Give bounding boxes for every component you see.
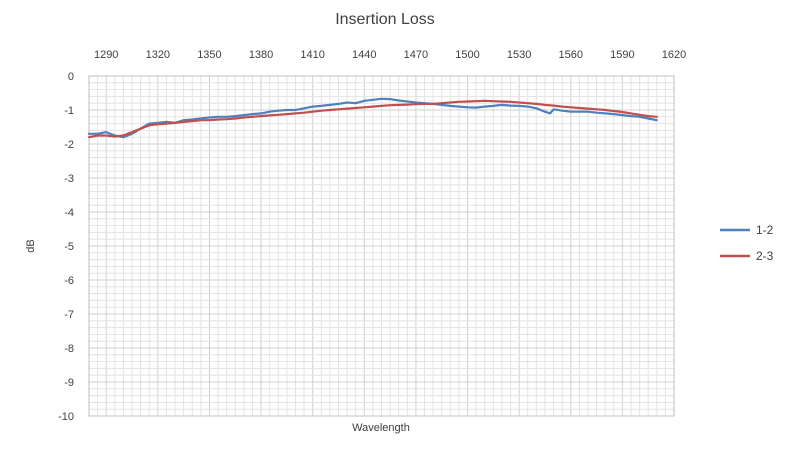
axes: 1290 1320 1350 1380 1410 1440 1470 1500 1530 1560… bbox=[58, 49, 686, 423]
x-tick-label: 1440 bbox=[352, 49, 376, 61]
legend: 1-2 2-3 bbox=[720, 223, 774, 263]
x-tick-label: 1560 bbox=[559, 49, 583, 61]
x-tick-label: 1590 bbox=[610, 49, 634, 61]
series-lines bbox=[87, 97, 658, 139]
y-tick-label: -6 bbox=[64, 275, 74, 287]
y-tick-label: -9 bbox=[64, 377, 74, 389]
y-tick-label: -4 bbox=[64, 207, 74, 219]
x-tick-label: 1350 bbox=[197, 49, 221, 61]
x-tick-label: 1500 bbox=[455, 49, 479, 61]
y-tick-label: -10 bbox=[58, 411, 74, 423]
x-tick-label: 1470 bbox=[404, 49, 428, 61]
legend-label-1-2: 1-2 bbox=[756, 223, 774, 237]
y-tick-label: -3 bbox=[64, 173, 74, 185]
series-line-1-2 bbox=[87, 97, 658, 139]
y-tick-label: -1 bbox=[64, 105, 74, 117]
legend-label-2-3: 2-3 bbox=[756, 249, 774, 263]
x-tick-label: 1290 bbox=[94, 49, 118, 61]
plot-area-border bbox=[88, 75, 675, 417]
x-tick-label: 1380 bbox=[249, 49, 273, 61]
y-tick-label: -2 bbox=[64, 139, 74, 151]
y-tick-label: 0 bbox=[68, 71, 74, 83]
y-tick-label: -7 bbox=[64, 309, 74, 321]
x-axis-label: Wavelength bbox=[352, 422, 410, 434]
y-axis-label: dB bbox=[25, 239, 37, 252]
y-tick-label: -8 bbox=[64, 343, 74, 355]
x-tick-label: 1530 bbox=[507, 49, 531, 61]
gridlines bbox=[88, 75, 675, 417]
series-line-2-3 bbox=[87, 99, 658, 139]
y-tick-label: -5 bbox=[64, 241, 74, 253]
x-tick-label: 1620 bbox=[662, 49, 686, 61]
x-tick-label: 1410 bbox=[300, 49, 324, 61]
x-tick-label: 1320 bbox=[146, 49, 170, 61]
chart-title: Insertion Loss bbox=[335, 11, 435, 28]
